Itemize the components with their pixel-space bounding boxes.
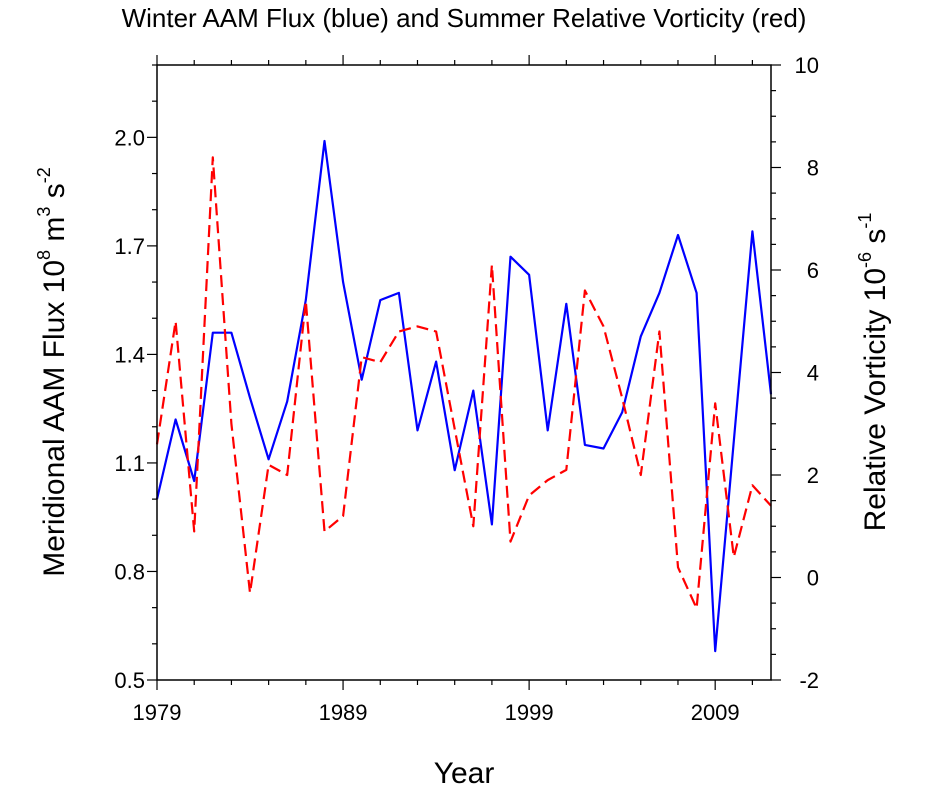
y-right-tick-label: 10 (795, 53, 819, 78)
y-left-label-mid2: s (38, 183, 71, 206)
y-right-tick-label: 6 (807, 258, 819, 283)
y-right-label-mid: s (859, 229, 892, 252)
y-left-label-base: Meridional AAM Flux 10 (38, 260, 71, 577)
y-left-tick-label: 1.1 (114, 451, 145, 476)
series-line-aam-flux (155, 139, 773, 653)
plot-lines (155, 139, 773, 653)
x-tick-label: 1999 (505, 700, 554, 725)
y-right-tick-label: 2 (807, 463, 819, 488)
y-left-label-exp2: 3 (34, 207, 54, 217)
y-left-tick-label: 1.7 (114, 234, 145, 259)
y-left-tick-label: 1.4 (114, 342, 145, 367)
y-left-label-mid: m (38, 217, 71, 250)
y-right-tick-label: 8 (807, 156, 819, 181)
y-right-tick-label: -2 (799, 668, 819, 693)
y-right-label-exp1: -6 (855, 252, 875, 268)
y-left-label-exp1: 8 (34, 250, 54, 260)
y-right-tick-label: 0 (807, 566, 819, 591)
axis-tick-labels: 1979 1989 1999 2009 0.5 0.8 1.1 1.4 1.7 2.0 -2 0 2 4 6… (114, 53, 819, 725)
axis-ticks (147, 55, 781, 690)
y-left-tick-label: 0.8 (114, 559, 145, 584)
x-tick-label: 1979 (133, 700, 182, 725)
y-right-label-base: Relative Vorticity 10 (859, 268, 892, 531)
x-axis-label: Year (434, 757, 495, 789)
y-right-tick-label: 4 (807, 361, 819, 386)
y-left-axis-label: Meridional AAM Flux 108 m3 s-2 (34, 167, 71, 577)
x-tick-label: 1989 (319, 700, 368, 725)
y-left-label-exp3: -2 (34, 167, 54, 183)
y-left-tick-label: 0.5 (114, 668, 145, 693)
y-right-axis-label: Relative Vorticity 10-6 s-1 (855, 213, 892, 532)
y-left-tick-label: 2.0 (114, 125, 145, 150)
x-tick-label: 2009 (691, 700, 740, 725)
series-line-relative-vorticity (155, 156, 772, 610)
y-right-label-exp2: -1 (855, 213, 875, 229)
chart-title: Winter AAM Flux (blue) and Summer Relati… (122, 3, 807, 33)
